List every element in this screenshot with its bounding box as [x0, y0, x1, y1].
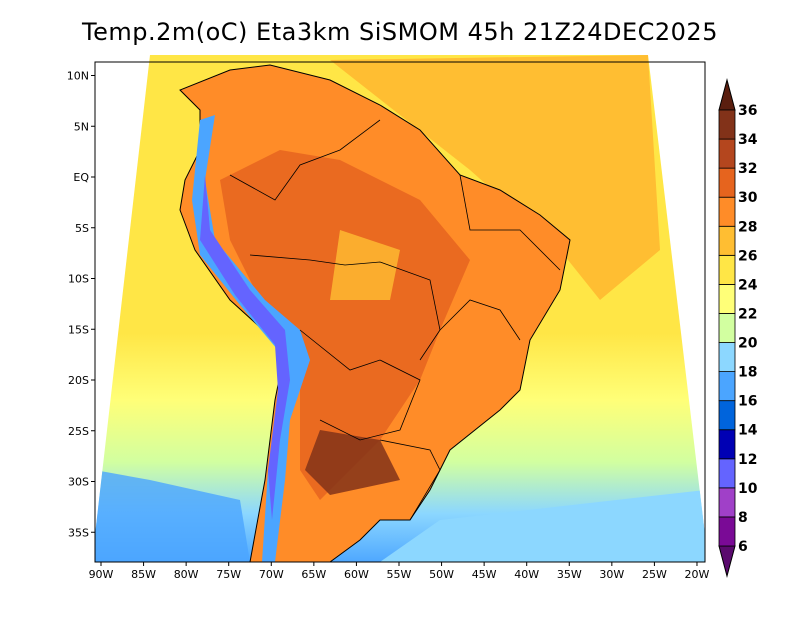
lon-tick-label: 60W: [344, 568, 369, 581]
colorbar-segment: [718, 254, 736, 285]
colorbar-segment: [718, 342, 736, 372]
longitude-axis: 90W 85W 80W 75W 70W 65W 60W 55W 50W 45W 40W 35W 30W 2…: [89, 562, 710, 581]
colorbar-segment: [718, 371, 736, 402]
lon-tick-label: 35W: [557, 568, 582, 581]
andes-coldest-band: [200, 175, 290, 520]
andes-cold-band: [192, 115, 310, 562]
colorbar-segment: [718, 109, 736, 140]
colorbar-segment: [718, 283, 736, 314]
lon-tick-label: 65W: [301, 568, 326, 581]
colorbar-label: 28: [738, 219, 757, 235]
colorbar-segment: [718, 429, 736, 460]
colorbar-label: 20: [738, 336, 758, 352]
lon-tick-label: 45W: [472, 568, 497, 581]
lat-tick-label: 5S: [75, 222, 89, 235]
colorbar-segment: [718, 400, 736, 431]
colorbar-label: 24: [738, 277, 758, 293]
colorbar-segment: [718, 196, 736, 227]
warm-ocean-north: [330, 55, 660, 300]
lon-tick-label: 70W: [259, 568, 284, 581]
lat-tick-label: 25S: [68, 425, 89, 438]
lon-tick-label: 90W: [89, 568, 114, 581]
map-title: Temp.2m(oC) Eta3km SiSMOM 45h 21Z24DEC20…: [82, 18, 718, 46]
latitude-axis: 10N 5N EQ 5S 10S 15S 20S 25S 30S 35S: [67, 70, 95, 539]
colorbar-segment: [718, 458, 736, 489]
lon-tick-label: 85W: [131, 568, 156, 581]
cool-ocean-se: [380, 490, 705, 562]
colorbar-min-arrow: [718, 545, 736, 578]
colorbar-label: 16: [738, 394, 757, 410]
colorbar-label: 34: [738, 132, 758, 148]
lon-tick-label: 50W: [429, 568, 454, 581]
lon-tick-label: 75W: [216, 568, 241, 581]
hottest-region: [305, 430, 400, 495]
colorbar-label: 30: [738, 190, 758, 206]
lon-tick-label: 40W: [514, 568, 539, 581]
colorbar-label: 8: [738, 510, 748, 526]
lon-tick-label: 25W: [642, 568, 667, 581]
lat-tick-label: 35S: [68, 526, 89, 539]
lon-tick-label: 20W: [685, 568, 710, 581]
lat-tick-label: 10S: [68, 273, 89, 286]
colorbar-label: 22: [738, 306, 757, 322]
cool-ocean-sw: [95, 470, 250, 562]
lon-tick-label: 30W: [599, 568, 624, 581]
colorbar-segment: [718, 313, 736, 343]
lat-tick-label: 30S: [68, 476, 89, 489]
hot-interior: [220, 150, 470, 500]
colorbar-segment: [718, 138, 736, 169]
lon-tick-label: 80W: [174, 568, 199, 581]
country-borders: [229, 119, 561, 521]
lat-tick-label: 15S: [68, 323, 89, 336]
colorbar-label: 10: [738, 481, 758, 497]
colorbar-label: 32: [738, 161, 757, 177]
colorbar-label: 14: [738, 423, 758, 439]
map-field: [95, 55, 705, 562]
map-frame: [94, 61, 706, 563]
colorbar: 6 8 10 12 14 16 18 20 22 24 26 28 30 32 34 36: [718, 78, 758, 578]
amazon-cooler-area: [330, 230, 400, 300]
lat-tick-label: EQ: [73, 171, 89, 184]
lat-tick-label: 20S: [68, 374, 89, 387]
colorbar-segment: [718, 167, 736, 198]
colorbar-label: 18: [738, 365, 757, 381]
lat-tick-label: 5N: [74, 120, 89, 133]
colorbar-segment: [718, 487, 736, 518]
colorbar-label: 26: [738, 248, 757, 264]
colorbar-label: 12: [738, 452, 757, 468]
colorbar-label: 6: [738, 539, 748, 555]
colorbar-segment: [718, 225, 736, 256]
lon-tick-label: 55W: [387, 568, 412, 581]
colorbar-segment: [718, 516, 736, 547]
lat-tick-label: 10N: [67, 70, 89, 83]
colorbar-label: 36: [738, 103, 757, 119]
colorbar-max-arrow: [718, 78, 736, 111]
